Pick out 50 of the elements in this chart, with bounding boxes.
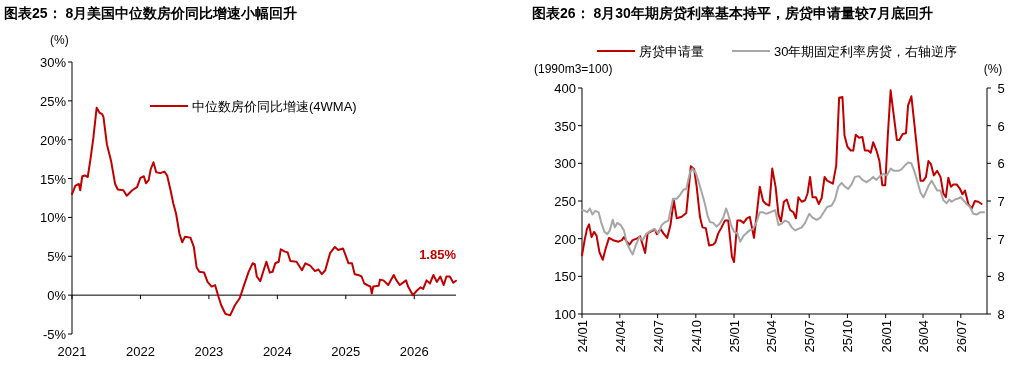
annotation: 1.85% (419, 246, 457, 262)
x-tick-label: 26/07 (953, 320, 969, 353)
x-tick-label: 25/04 (764, 320, 780, 353)
y-tick-label: 300 (554, 156, 576, 172)
x-tick-label: 2025 (331, 344, 361, 359)
y-tick-label: 20% (39, 132, 67, 148)
y-tick-label: 5% (47, 249, 67, 265)
x-tick-label: 25/07 (802, 320, 818, 353)
y2-tick-label: 7 (997, 231, 1005, 247)
y-tick-label: -5% (42, 327, 67, 342)
y2-tick-label: 5 (997, 81, 1005, 96)
y2-axis-title: (%) (983, 62, 1003, 76)
x-tick-label: 26/04 (916, 320, 932, 353)
y-tick-label: 25% (39, 93, 67, 109)
y-axis-title: (1990m3=100) (534, 62, 613, 76)
y2-tick-label: 8 (997, 269, 1005, 285)
legend-label: 中位数房价同比增速(4WMA) (192, 99, 357, 114)
chart-title: 图表25： 8月美国中位数房价同比增速小幅回升 (4, 5, 298, 21)
y-tick-label: 100 (554, 307, 576, 322)
y-tick-label: 350 (554, 118, 576, 134)
y2-tick-label: 8 (997, 307, 1005, 322)
y-tick-label: 30% (39, 55, 67, 70)
y-tick-label: 200 (554, 231, 576, 247)
y-axis-title: (%) (50, 33, 69, 47)
x-tick-label: 24/07 (650, 320, 666, 353)
x-tick-label: 26/01 (878, 320, 894, 353)
x-tick-label: 24/10 (688, 320, 704, 353)
x-tick-label: 25/10 (840, 320, 856, 353)
legend-label: 房贷申请量 (639, 44, 704, 59)
y-tick-label: 0% (47, 288, 67, 304)
line-series (581, 89, 983, 264)
x-tick-label: 24/01 (575, 320, 590, 353)
y-tick-label: 10% (39, 210, 67, 226)
y-tick-label: 400 (554, 81, 576, 96)
x-tick-label: 2023 (194, 344, 224, 359)
chart-title: 图表26： 8月30年期房贷利率基本持平，房贷申请量较7月底回升 (532, 5, 933, 21)
x-tick-label: 2024 (262, 344, 292, 359)
y-tick-label: 150 (554, 269, 576, 285)
y2-tick-label: 7 (997, 194, 1005, 209)
x-tick-label: 2022 (125, 344, 155, 359)
y-tick-label: 15% (39, 171, 67, 187)
x-tick-label: 25/01 (727, 320, 743, 353)
y-tick-label: 250 (554, 194, 576, 209)
line-series (581, 161, 986, 256)
x-tick-label: 2021 (57, 344, 87, 359)
x-tick-label: 24/04 (612, 320, 628, 353)
y2-tick-label: 6 (997, 118, 1005, 134)
x-tick-label: 2026 (399, 344, 429, 359)
y2-tick-label: 6 (997, 156, 1005, 172)
legend-label: 30年期固定利率房贷，右轴逆序 (774, 44, 958, 59)
